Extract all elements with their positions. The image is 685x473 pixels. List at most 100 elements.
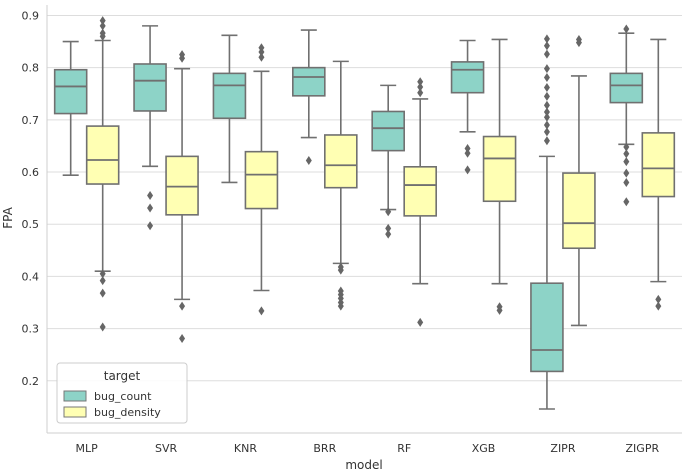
outlier-point [543, 73, 550, 83]
box-bug-count-svr [133, 25, 167, 231]
legend-swatch-bug-density [63, 406, 87, 418]
legend-label-bug-count: bug_count [94, 390, 152, 403]
outlier-point [337, 301, 344, 311]
outlier-point [99, 322, 106, 332]
outlier-point [623, 177, 630, 187]
outlier-point [543, 120, 550, 130]
outlier-point [464, 148, 471, 158]
outlier-point [623, 24, 630, 34]
outlier-point [464, 144, 471, 154]
box-iqr [482, 135, 517, 203]
outlier-point [623, 157, 630, 167]
x-tick-label: MLP [76, 442, 99, 455]
outlier-point [543, 64, 550, 74]
outlier-point [147, 221, 154, 231]
y-tick-label: 0.8 [22, 62, 40, 75]
outlier-point [99, 269, 106, 279]
box-iqr [133, 63, 167, 112]
x-tick-label: BRR [313, 442, 336, 455]
x-tick-labels: MLP SVR KNR BRR RF XGB ZIPR ZIGPR [76, 442, 660, 455]
outlier-point [623, 197, 630, 207]
y-tick-label: 0.9 [22, 9, 40, 22]
outlier-point [543, 112, 550, 122]
box-bug-density-rf [403, 77, 437, 327]
outlier-point [543, 82, 550, 92]
plot-area [53, 16, 676, 410]
y-tick-labels: 0.2 0.3 0.4 0.5 0.6 0.7 0.8 0.9 [22, 9, 40, 387]
outlier-point [99, 288, 106, 298]
box-iqr [244, 150, 279, 210]
outlier-point [258, 52, 265, 62]
outlier-point [575, 38, 582, 48]
box-bug-count-brr [292, 29, 326, 166]
box-iqr [324, 134, 358, 189]
box-iqr [562, 172, 596, 250]
box-iqr [85, 125, 120, 185]
outlier-point [543, 91, 550, 101]
y-tick-label: 0.7 [22, 114, 40, 127]
x-axis-label: model [345, 458, 382, 472]
outlier-point [543, 127, 550, 137]
outlier-point [543, 34, 550, 44]
legend-swatch-bug-count [63, 390, 87, 402]
outlier-point [337, 265, 344, 275]
box-iqr [371, 110, 405, 152]
box-iqr [53, 68, 88, 115]
box-iqr [641, 132, 676, 198]
outlier-point [99, 276, 106, 286]
x-tick-label: ZIPR [550, 442, 575, 455]
outlier-point [464, 165, 471, 175]
legend-label-bug-density: bug_density [94, 406, 161, 419]
box-bug-density-xgb [482, 38, 517, 315]
box-iqr [165, 155, 199, 216]
outlier-point [99, 16, 106, 26]
box-bug-count-knr [212, 34, 247, 184]
legend-box [56, 362, 188, 424]
outlier-point [417, 77, 424, 87]
outlier-point [385, 223, 392, 233]
box-iqr [530, 282, 564, 373]
outlier-point [543, 100, 550, 110]
box-iqr [450, 61, 485, 94]
box-bug-count-rf [371, 84, 405, 239]
outlier-point [258, 47, 265, 57]
outlier-point [623, 149, 630, 159]
outlier-point [179, 53, 186, 63]
box-bug-density-zigpr [641, 38, 676, 311]
box-bug-density-zipr [562, 34, 596, 327]
outlier-point [655, 294, 662, 304]
y-tick-label: 0.5 [22, 218, 40, 231]
outlier-point [305, 156, 312, 166]
outlier-point [417, 317, 424, 327]
outlier-point [543, 41, 550, 51]
outlier-point [147, 191, 154, 201]
y-axis-label: FPA [1, 206, 15, 228]
outlier-point [655, 301, 662, 311]
legend: target bug_count bug_density [56, 362, 188, 424]
box-bug-count-zigpr [609, 24, 644, 207]
outlier-point [543, 136, 550, 146]
x-tick-label: RF [397, 442, 411, 455]
outlier-point [179, 334, 186, 344]
box-iqr [609, 72, 644, 104]
y-tick-label: 0.4 [22, 270, 40, 283]
x-tick-label: XGB [472, 442, 496, 455]
outlier-point [623, 142, 630, 152]
outlier-point [99, 31, 106, 41]
box-iqr [403, 166, 437, 217]
outlier-point [496, 305, 503, 315]
y-tick-label: 0.6 [22, 166, 40, 179]
outlier-point [543, 107, 550, 117]
outlier-point [623, 168, 630, 178]
box-bug-count-mlp [53, 40, 88, 176]
outlier-point [417, 88, 424, 98]
box-bug-density-mlp [85, 16, 120, 332]
y-tick-label: 0.2 [22, 375, 40, 388]
outlier-point [147, 203, 154, 213]
box-bug-count-zipr [530, 34, 564, 410]
box-bug-density-svr [165, 50, 199, 344]
outlier-point [179, 301, 186, 311]
box-bug-density-brr [324, 60, 358, 311]
box-iqr [292, 66, 326, 97]
